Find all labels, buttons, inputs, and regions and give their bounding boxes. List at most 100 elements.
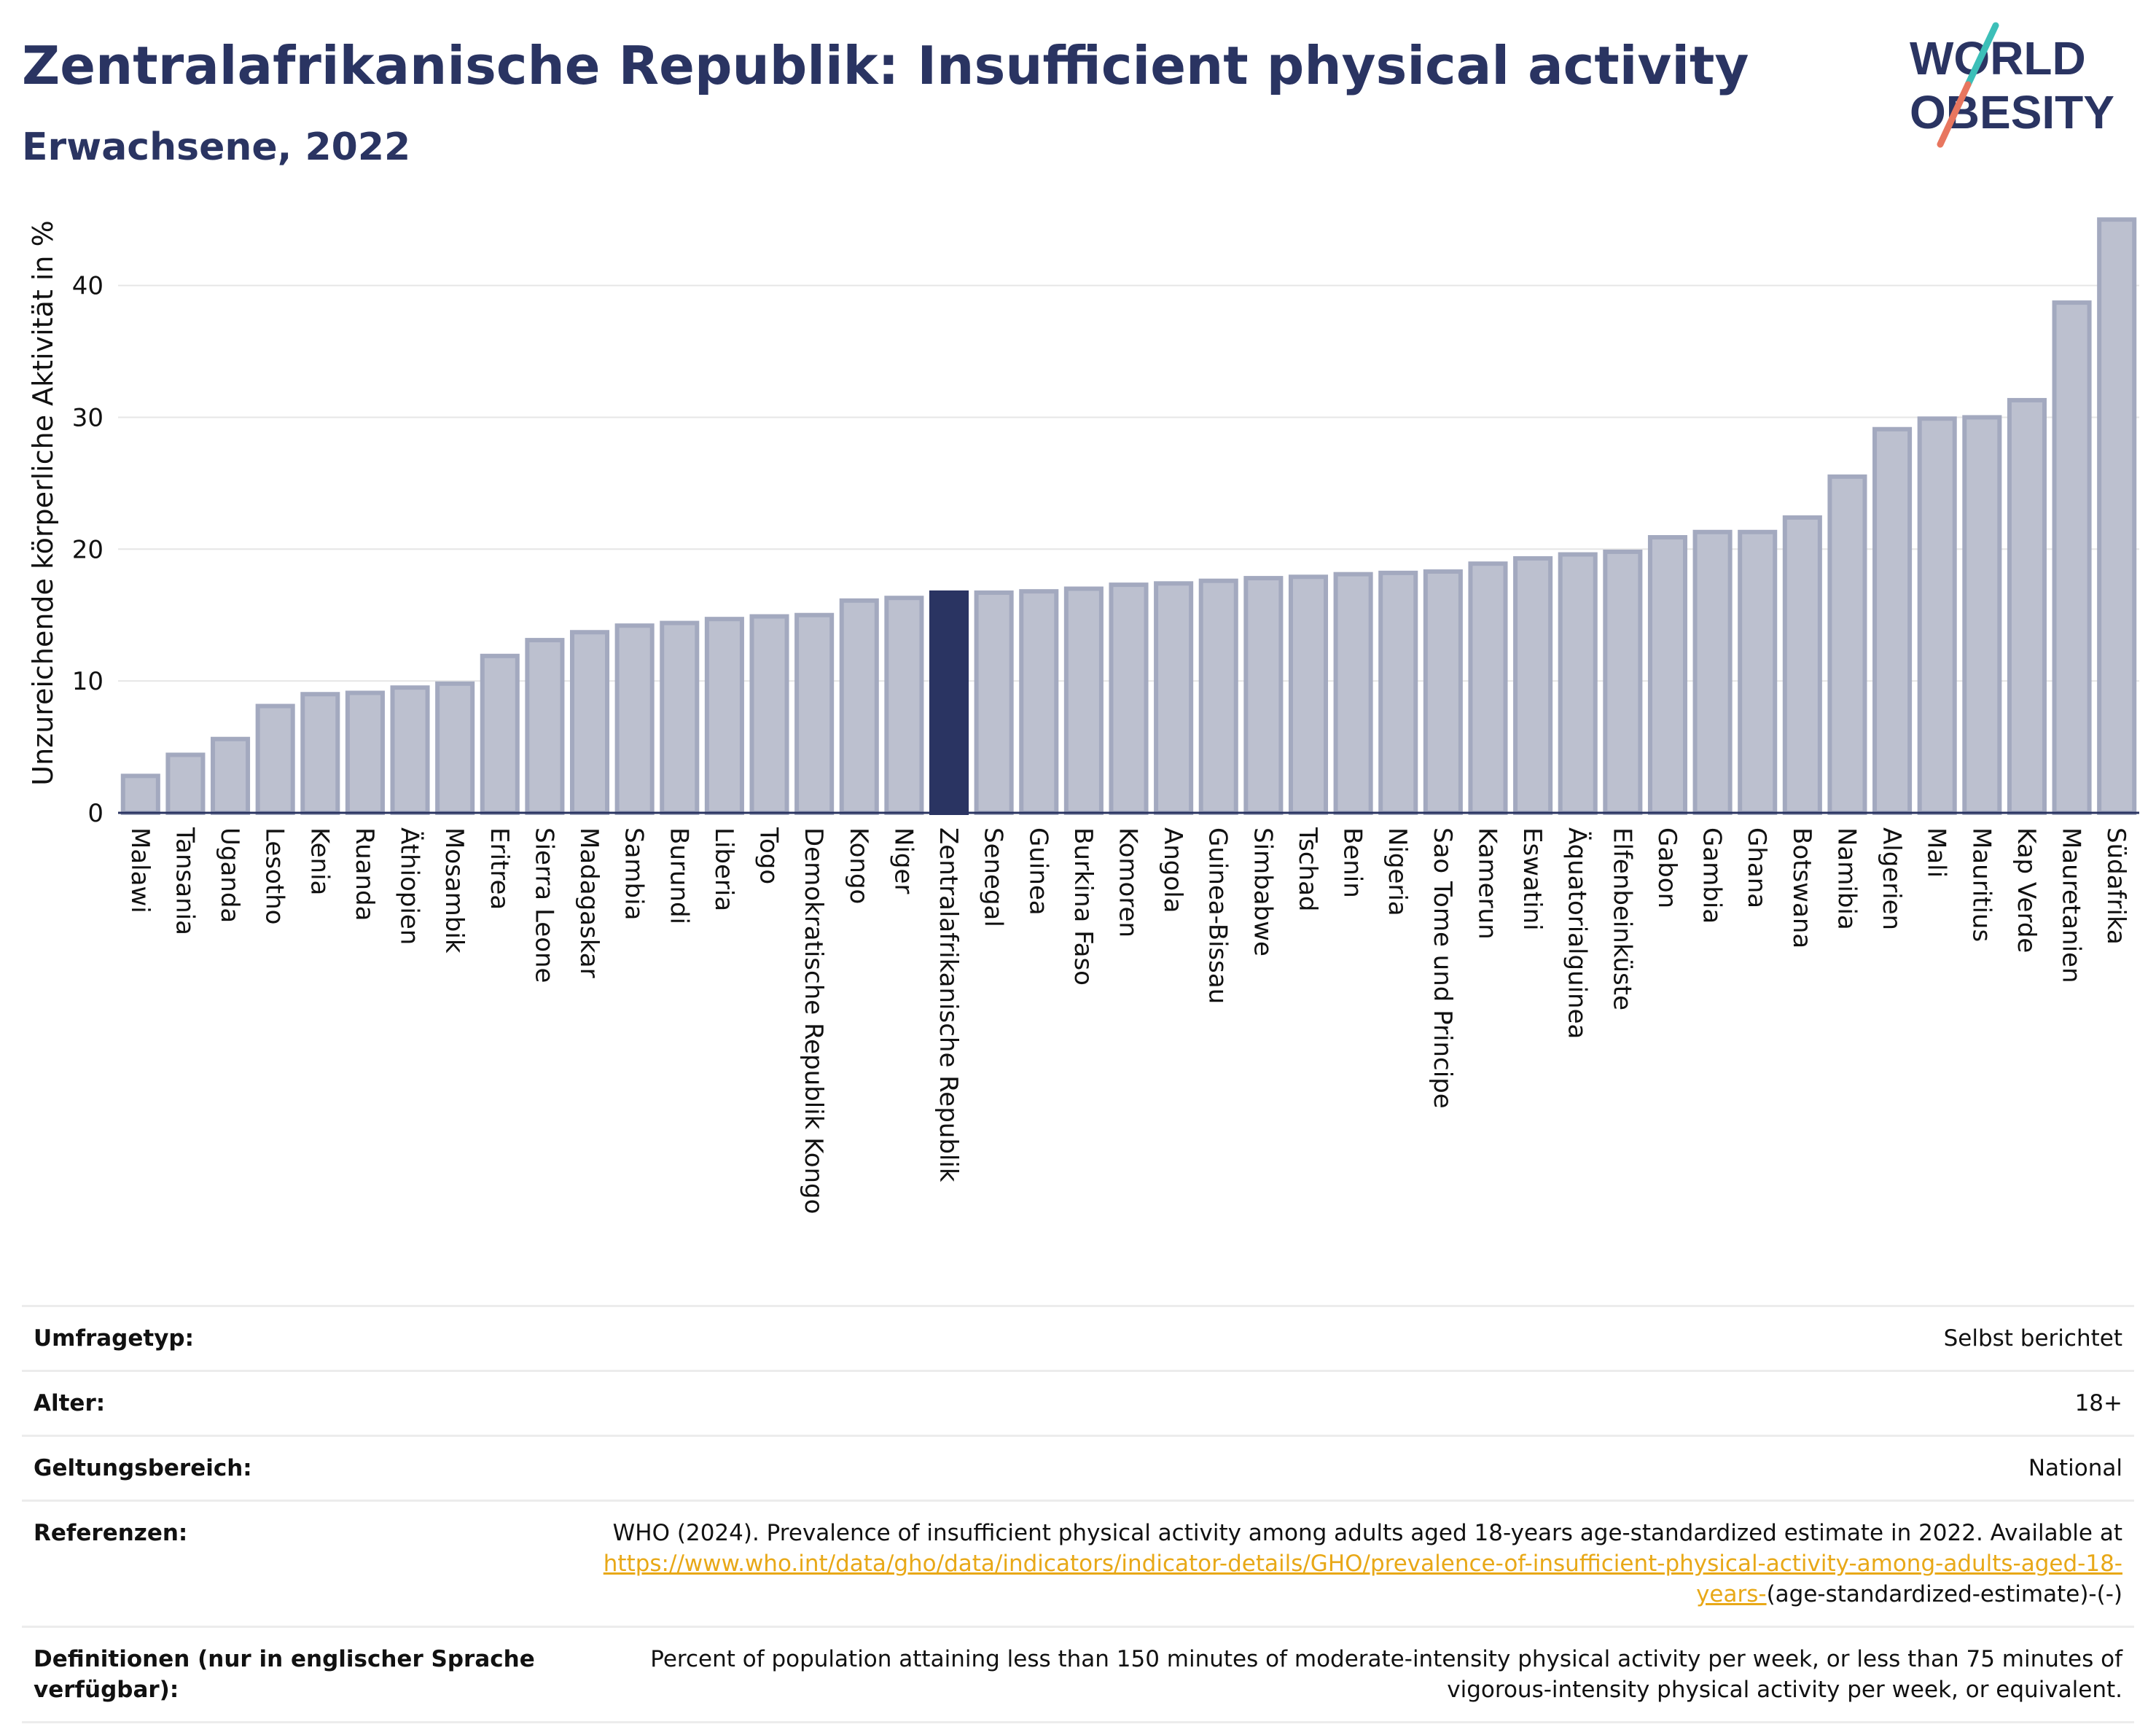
bar	[255, 703, 295, 815]
page-title: Zentralafrikanische Republik: Insufficie…	[22, 35, 1749, 96]
bar	[120, 773, 160, 815]
x-tick-label: Mauritius	[1966, 827, 1996, 942]
bar-highlight	[929, 590, 969, 815]
x-tick-label: Äquatorialguinea	[1563, 827, 1592, 1039]
metadata-row: Geltungsbereich: National	[22, 1435, 2134, 1500]
x-tick-label: Burkina Faso	[1069, 827, 1098, 986]
bar	[974, 590, 1014, 815]
x-tick-label: Mali	[1922, 827, 1951, 878]
metadata-label: Alter:	[34, 1390, 106, 1416]
x-tick-label: Sambia	[620, 827, 649, 920]
x-tick-label: Kenia	[305, 827, 334, 895]
bar	[1378, 570, 1418, 815]
bar	[1603, 549, 1643, 816]
bar	[1917, 416, 1957, 815]
y-tick-label: 40	[72, 272, 103, 301]
metadata-value: 18+	[2074, 1390, 2122, 1416]
bar	[2052, 300, 2092, 815]
bar	[1198, 578, 1238, 816]
metadata-label: Umfragetyp:	[34, 1325, 194, 1352]
logo-slash-teal	[1964, 22, 1999, 88]
bar	[1109, 582, 1149, 816]
x-tick-label: Botswana	[1787, 827, 1816, 948]
bar	[2097, 217, 2137, 815]
x-tick-label: Algerien	[1877, 827, 1906, 930]
bar	[839, 598, 879, 815]
x-tick-label: Ruanda	[350, 827, 379, 921]
bar	[1558, 552, 1598, 815]
x-tick-label: Ghana	[1742, 827, 1771, 908]
bar	[749, 614, 789, 815]
bar	[1692, 529, 1733, 815]
metadata-label: Definitionen (nur in englischer Sprache …	[34, 1646, 535, 1703]
x-tick-label: Niger	[888, 827, 918, 894]
x-tick-label: Südafrika	[2101, 827, 2130, 945]
metadata-row: Alter: 18+	[22, 1370, 2134, 1435]
bar	[614, 623, 655, 815]
x-tick-label: Komoren	[1114, 827, 1143, 937]
bar	[1154, 581, 1194, 815]
bar	[525, 638, 565, 815]
x-tick-label: Benin	[1338, 827, 1367, 898]
x-tick-label: Elfenbeinküste	[1607, 827, 1636, 1010]
bar	[884, 596, 924, 815]
bar	[1468, 561, 1508, 815]
x-tick-label: Nigeria	[1383, 827, 1412, 916]
x-tick-label: Uganda	[215, 827, 244, 923]
x-tick-label: Guinea	[1023, 827, 1052, 916]
x-tick-label: Gabon	[1652, 827, 1682, 908]
y-axis-title: Unzureichende körperliche Aktivität in %	[27, 220, 59, 785]
bar	[1423, 569, 1463, 815]
page-subtitle: Erwachsene, 2022	[22, 125, 411, 169]
metadata-value: National	[2028, 1455, 2122, 1481]
metadata-label: Referenzen:	[34, 1520, 188, 1546]
x-tick-label: Angola	[1158, 827, 1187, 913]
x-tick-label: Äthiopien	[395, 827, 424, 945]
x-tick-label: Mauretanien	[2057, 827, 2086, 983]
x-tick-label: Guinea-Bissau	[1203, 827, 1233, 1004]
x-tick-label: Eswatini	[1518, 827, 1547, 931]
x-tick-label: Gambia	[1698, 827, 1727, 924]
x-tick-label: Liberia	[709, 827, 738, 911]
x-tick-label: Simbabwe	[1248, 827, 1277, 956]
x-tick-label: Namibia	[1832, 827, 1861, 930]
bar	[211, 736, 251, 815]
y-tick-label: 20	[72, 535, 103, 564]
metadata-value: WHO (2024). Prevalence of insufficient p…	[603, 1520, 2122, 1607]
bar	[165, 752, 206, 816]
x-tick-label: Madagaskar	[574, 827, 604, 978]
metadata-row: Definitionen (nur in englischer Sprache …	[22, 1626, 2134, 1723]
reference-link[interactable]: https://www.who.int/data/gho/data/indica…	[603, 1551, 2122, 1607]
bar	[660, 620, 700, 815]
world-obesity-logo: WORLD OBESITY	[1910, 22, 2114, 148]
x-tick-label: Mosambik	[440, 827, 469, 954]
metadata-value: Selbst berichtet	[1943, 1325, 2122, 1352]
x-tick-label: Zentralafrikanische Republik	[934, 827, 963, 1182]
bar-chart: 0 10 20 30 40 Unzureichende körperliche Aktiv…	[27, 217, 2139, 1214]
bar	[1288, 574, 1329, 816]
x-tick-label: Kongo	[844, 827, 873, 904]
x-tick-label: Tschad	[1293, 827, 1322, 912]
bar	[570, 630, 610, 816]
bar	[345, 690, 385, 815]
bar	[390, 685, 430, 815]
bar	[1872, 426, 1913, 815]
bar	[1738, 529, 1778, 815]
x-tick-label: Eritrea	[485, 827, 514, 910]
x-tick-label: Kamerun	[1472, 827, 1501, 940]
x-tick-label: Sierra Leone	[529, 827, 558, 983]
x-tick-label: Sao Tome und Principe	[1428, 827, 1457, 1109]
bar	[1243, 576, 1284, 815]
bar	[300, 692, 340, 816]
bar	[1782, 515, 1822, 815]
x-tick-label: Burundi	[664, 827, 693, 924]
bar	[480, 653, 520, 815]
metadata-label: Geltungsbereich:	[34, 1455, 252, 1481]
x-tick-label: Kap Verde	[2012, 827, 2041, 953]
metadata-value: Percent of population attaining less tha…	[650, 1646, 2122, 1703]
y-tick-label: 0	[87, 799, 103, 828]
x-tick-label: Lesotho	[260, 827, 289, 924]
bar	[1962, 415, 2002, 815]
x-tick-label: Malawi	[125, 827, 155, 913]
metadata-row: Umfragetyp: Selbst berichtet	[22, 1305, 2134, 1370]
